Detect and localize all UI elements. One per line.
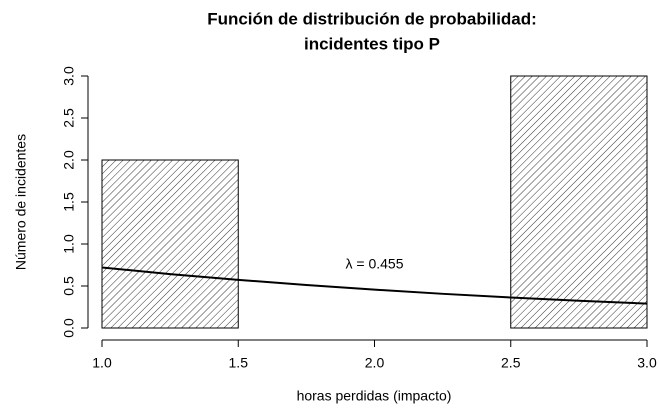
bar — [510, 75, 648, 329]
y-tick-label: 1.5 — [61, 192, 77, 212]
annotation: λ = 0.455 — [346, 256, 404, 272]
bar — [101, 159, 239, 329]
x-tick-label: 1.0 — [92, 355, 112, 371]
y-tick-label: 2.5 — [61, 108, 77, 128]
x-tick-label: 2.5 — [501, 355, 521, 371]
y-tick-label: 0.0 — [61, 318, 77, 338]
density-curve — [101, 266, 648, 305]
chart-title: Función de distribución de probabilidad: — [207, 9, 537, 28]
x-tick-label: 3.0 — [637, 355, 657, 371]
x-tick-label: 2.0 — [365, 355, 385, 371]
y-tick-label: 0.5 — [61, 276, 77, 296]
y-tick-label: 3.0 — [61, 66, 77, 86]
y-tick-label: 1.0 — [61, 234, 77, 254]
chart-title: incidentes tipo P — [304, 34, 440, 53]
x-tick-label: 1.5 — [229, 355, 249, 371]
x-axis-label: horas perdidas (impacto) — [297, 388, 452, 404]
y-tick-label: 2.0 — [61, 150, 77, 170]
y-axis-label: Número de incidentes — [13, 134, 29, 270]
